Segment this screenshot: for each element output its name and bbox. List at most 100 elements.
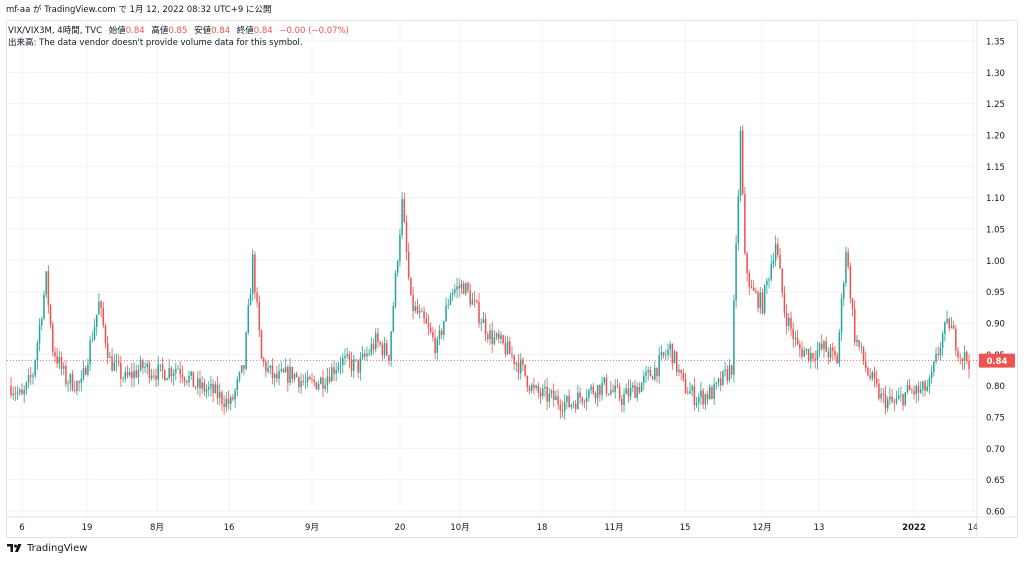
- candle-body: [91, 339, 94, 341]
- chart-pane[interactable]: 1.35 1.30 1.25 1.20 1.15 1.10 1.05 1.00 0.95 0.90…: [6, 20, 1018, 538]
- candle-body: [363, 353, 366, 357]
- candle-body: [469, 290, 471, 305]
- candle-body: [858, 340, 860, 347]
- candle-body: [19, 389, 21, 393]
- candle-body: [693, 386, 696, 405]
- x-tick-label: 2022: [902, 523, 926, 533]
- candle-body: [946, 318, 948, 323]
- candle-body: [262, 358, 265, 362]
- candle-body: [306, 376, 309, 382]
- candle-body: [796, 337, 799, 345]
- candle-body: [348, 354, 351, 360]
- candle-body: [287, 367, 289, 383]
- candle-body: [871, 372, 874, 379]
- candle-body: [385, 343, 388, 356]
- candle-body: [379, 342, 381, 345]
- candle-body: [254, 254, 256, 293]
- candle-body: [590, 386, 592, 391]
- x-tick-label: 10月: [450, 523, 469, 533]
- candle-body: [627, 388, 630, 397]
- candle-body: [722, 370, 724, 386]
- candlestick-chart[interactable]: 1.35 1.30 1.25 1.20 1.15 1.10 1.05 1.00 0.95 0.90…: [7, 21, 1017, 537]
- candle-body: [214, 384, 217, 394]
- candle-body: [515, 362, 518, 365]
- legend-symbol[interactable]: VIX/VIX3M, 4時間, TVC: [8, 26, 103, 36]
- candle-body: [963, 351, 966, 361]
- candle-body: [926, 386, 929, 391]
- y-tick-label: 1.25: [986, 100, 1005, 110]
- candle-body: [728, 365, 731, 381]
- candle-body: [557, 396, 559, 405]
- candle-body: [904, 392, 907, 406]
- candle-body: [258, 301, 261, 331]
- candle-body: [853, 308, 856, 343]
- candle-body: [370, 344, 373, 354]
- candle-body: [177, 368, 179, 370]
- candle-body: [689, 390, 691, 394]
- candle-body: [592, 386, 595, 394]
- candle-body: [146, 363, 148, 368]
- candle-body: [937, 353, 940, 355]
- candle-body: [968, 361, 970, 370]
- candle-body: [640, 382, 643, 393]
- candle-body: [535, 385, 537, 388]
- candle-body: [227, 398, 230, 404]
- candle-body: [726, 369, 729, 381]
- candle-body: [443, 321, 445, 335]
- legend-volume-note: 出来高: The data vendor doesn't provide vol…: [8, 38, 303, 48]
- candle-body: [403, 199, 406, 223]
- candle-body: [144, 367, 146, 369]
- candle-body: [212, 383, 214, 394]
- candle-body: [175, 369, 177, 374]
- candle-body: [124, 372, 127, 379]
- candle-body: [87, 364, 89, 375]
- candle-body: [873, 372, 876, 379]
- candle-body: [102, 307, 105, 326]
- candle-body: [548, 393, 551, 402]
- candle-body: [647, 369, 649, 372]
- candle-body: [205, 389, 208, 392]
- footer-branding[interactable]: TradingView: [7, 541, 87, 555]
- candle-body: [662, 352, 665, 356]
- candle-body: [122, 378, 124, 380]
- candle-body: [546, 386, 548, 402]
- candle-body: [84, 367, 87, 375]
- candle-body: [434, 337, 436, 353]
- candle-body: [774, 243, 777, 261]
- candle-body: [922, 381, 924, 390]
- candle-body: [930, 371, 933, 379]
- candle-body: [493, 336, 496, 344]
- candle-body: [810, 353, 812, 361]
- candle-body: [697, 397, 700, 403]
- candle-body: [350, 359, 353, 371]
- candle-body: [522, 359, 524, 365]
- candle-body: [109, 356, 111, 358]
- candle-body: [948, 318, 950, 329]
- candle-body: [372, 344, 375, 350]
- candle-body: [128, 372, 131, 376]
- y-tick-label: 1.35: [986, 38, 1005, 48]
- candle-body: [933, 361, 935, 372]
- x-tick-label: 6: [19, 523, 24, 533]
- candle-body: [673, 351, 676, 364]
- y-tick-label: 0.65: [986, 476, 1005, 486]
- candle-body: [750, 286, 753, 288]
- candle-body: [790, 317, 792, 329]
- candle-body: [708, 387, 711, 400]
- legend-low-label: 安値: [194, 26, 212, 36]
- candle-body: [524, 364, 526, 376]
- candle-body: [95, 314, 98, 327]
- candle-body: [339, 365, 342, 367]
- candle-body: [572, 403, 575, 405]
- candle-body: [550, 390, 553, 394]
- candle-body: [704, 394, 707, 405]
- candle-body: [69, 374, 72, 384]
- candle-body: [357, 359, 359, 373]
- candle-body: [919, 389, 922, 393]
- candle-body: [596, 385, 599, 399]
- candle-body: [821, 343, 823, 349]
- legend-open-label: 始値: [108, 26, 126, 36]
- candle-body: [104, 325, 107, 344]
- candle-body: [803, 350, 805, 357]
- candle-body: [137, 370, 140, 378]
